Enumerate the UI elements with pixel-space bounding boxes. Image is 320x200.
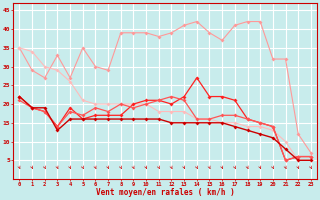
X-axis label: Vent moyen/en rafales ( km/h ): Vent moyen/en rafales ( km/h ) [96,188,235,197]
